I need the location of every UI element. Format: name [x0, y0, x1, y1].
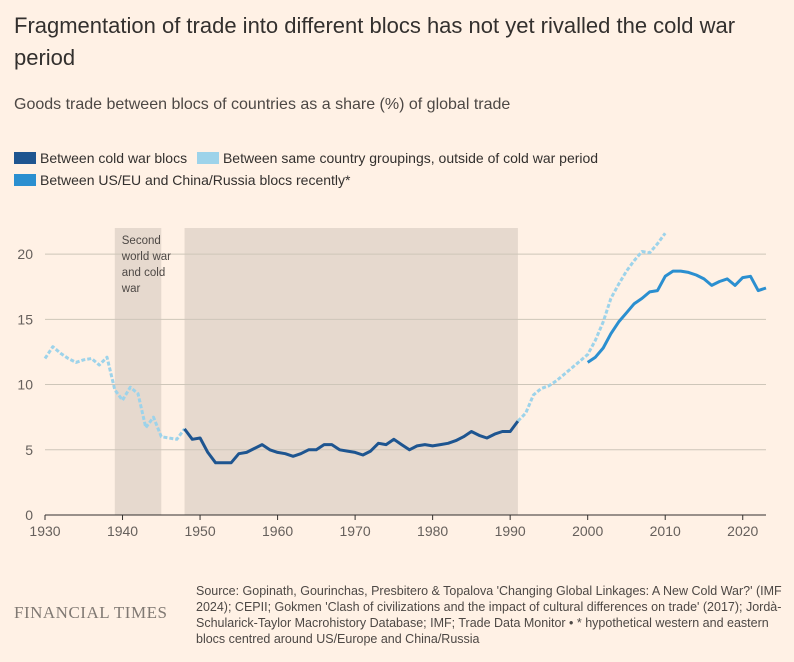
y-tick-label-20: 20 — [17, 246, 33, 262]
x-tick-label-1990: 1990 — [495, 523, 526, 539]
legend-item-same-groupings: Between same country groupings, outside … — [196, 150, 599, 166]
legend: Between cold war blocs Between same coun… — [14, 150, 604, 167]
series-line-2 — [516, 232, 667, 423]
y-tick-label-0: 0 — [25, 507, 33, 523]
source-note: Source: Gopinath, Gourinchas, Presbitero… — [196, 584, 782, 646]
x-tick-label-1970: 1970 — [340, 523, 371, 539]
y-tick-label-15: 15 — [17, 311, 33, 327]
legend-swatch-same-groupings — [196, 152, 219, 164]
series-line-0 — [43, 345, 186, 441]
y-tick-label-10: 10 — [17, 377, 33, 393]
legend-label-same-groupings: Between same country groupings, outside … — [222, 150, 599, 166]
x-tick-label-1980: 1980 — [417, 523, 448, 539]
legend-item-us-china: Between US/EU and China/Russia blocs rec… — [14, 172, 351, 188]
annotation-line-0: Second — [122, 235, 161, 247]
y-tick-label-5: 5 — [25, 442, 33, 458]
legend-swatch-cold-war — [14, 152, 36, 164]
x-tick-label-1940: 1940 — [107, 523, 138, 539]
shaded-period-0 — [114, 228, 162, 515]
legend-label-cold-war: Between cold war blocs — [40, 150, 188, 166]
legend-item-cold-war: Between cold war blocs — [14, 150, 187, 166]
series-line-1 — [183, 420, 520, 465]
x-tick-label-1960: 1960 — [262, 523, 293, 539]
series-line-3 — [586, 269, 767, 364]
x-tick-label-2020: 2020 — [727, 523, 758, 539]
chart-subtitle: Goods trade between blocs of countries a… — [14, 96, 511, 113]
legend-row-2: Between US/EU and China/Russia blocs rec… — [14, 172, 357, 189]
annotation-line-1: world war — [121, 251, 171, 263]
x-tick-label-2010: 2010 — [650, 523, 681, 539]
annotation-line-2: and cold — [122, 267, 165, 279]
x-tick-label-1950: 1950 — [184, 523, 215, 539]
legend-label-us-china: Between US/EU and China/Russia blocs rec… — [40, 172, 351, 188]
x-tick-label-2000: 2000 — [572, 523, 603, 539]
annotation-line-3: war — [121, 283, 141, 295]
ft-logo: FINANCIAL TIMES — [14, 603, 168, 622]
line-chart: 0 5 10 15 20 1930 1940 1950 1960 1970 1980 1990 2000… — [17, 228, 767, 539]
chart-title: Fragmentation of trade into different bl… — [14, 13, 736, 70]
legend-swatch-us-china — [14, 174, 36, 186]
shaded-period-1 — [184, 228, 518, 515]
x-tick-label-1930: 1930 — [29, 523, 60, 539]
